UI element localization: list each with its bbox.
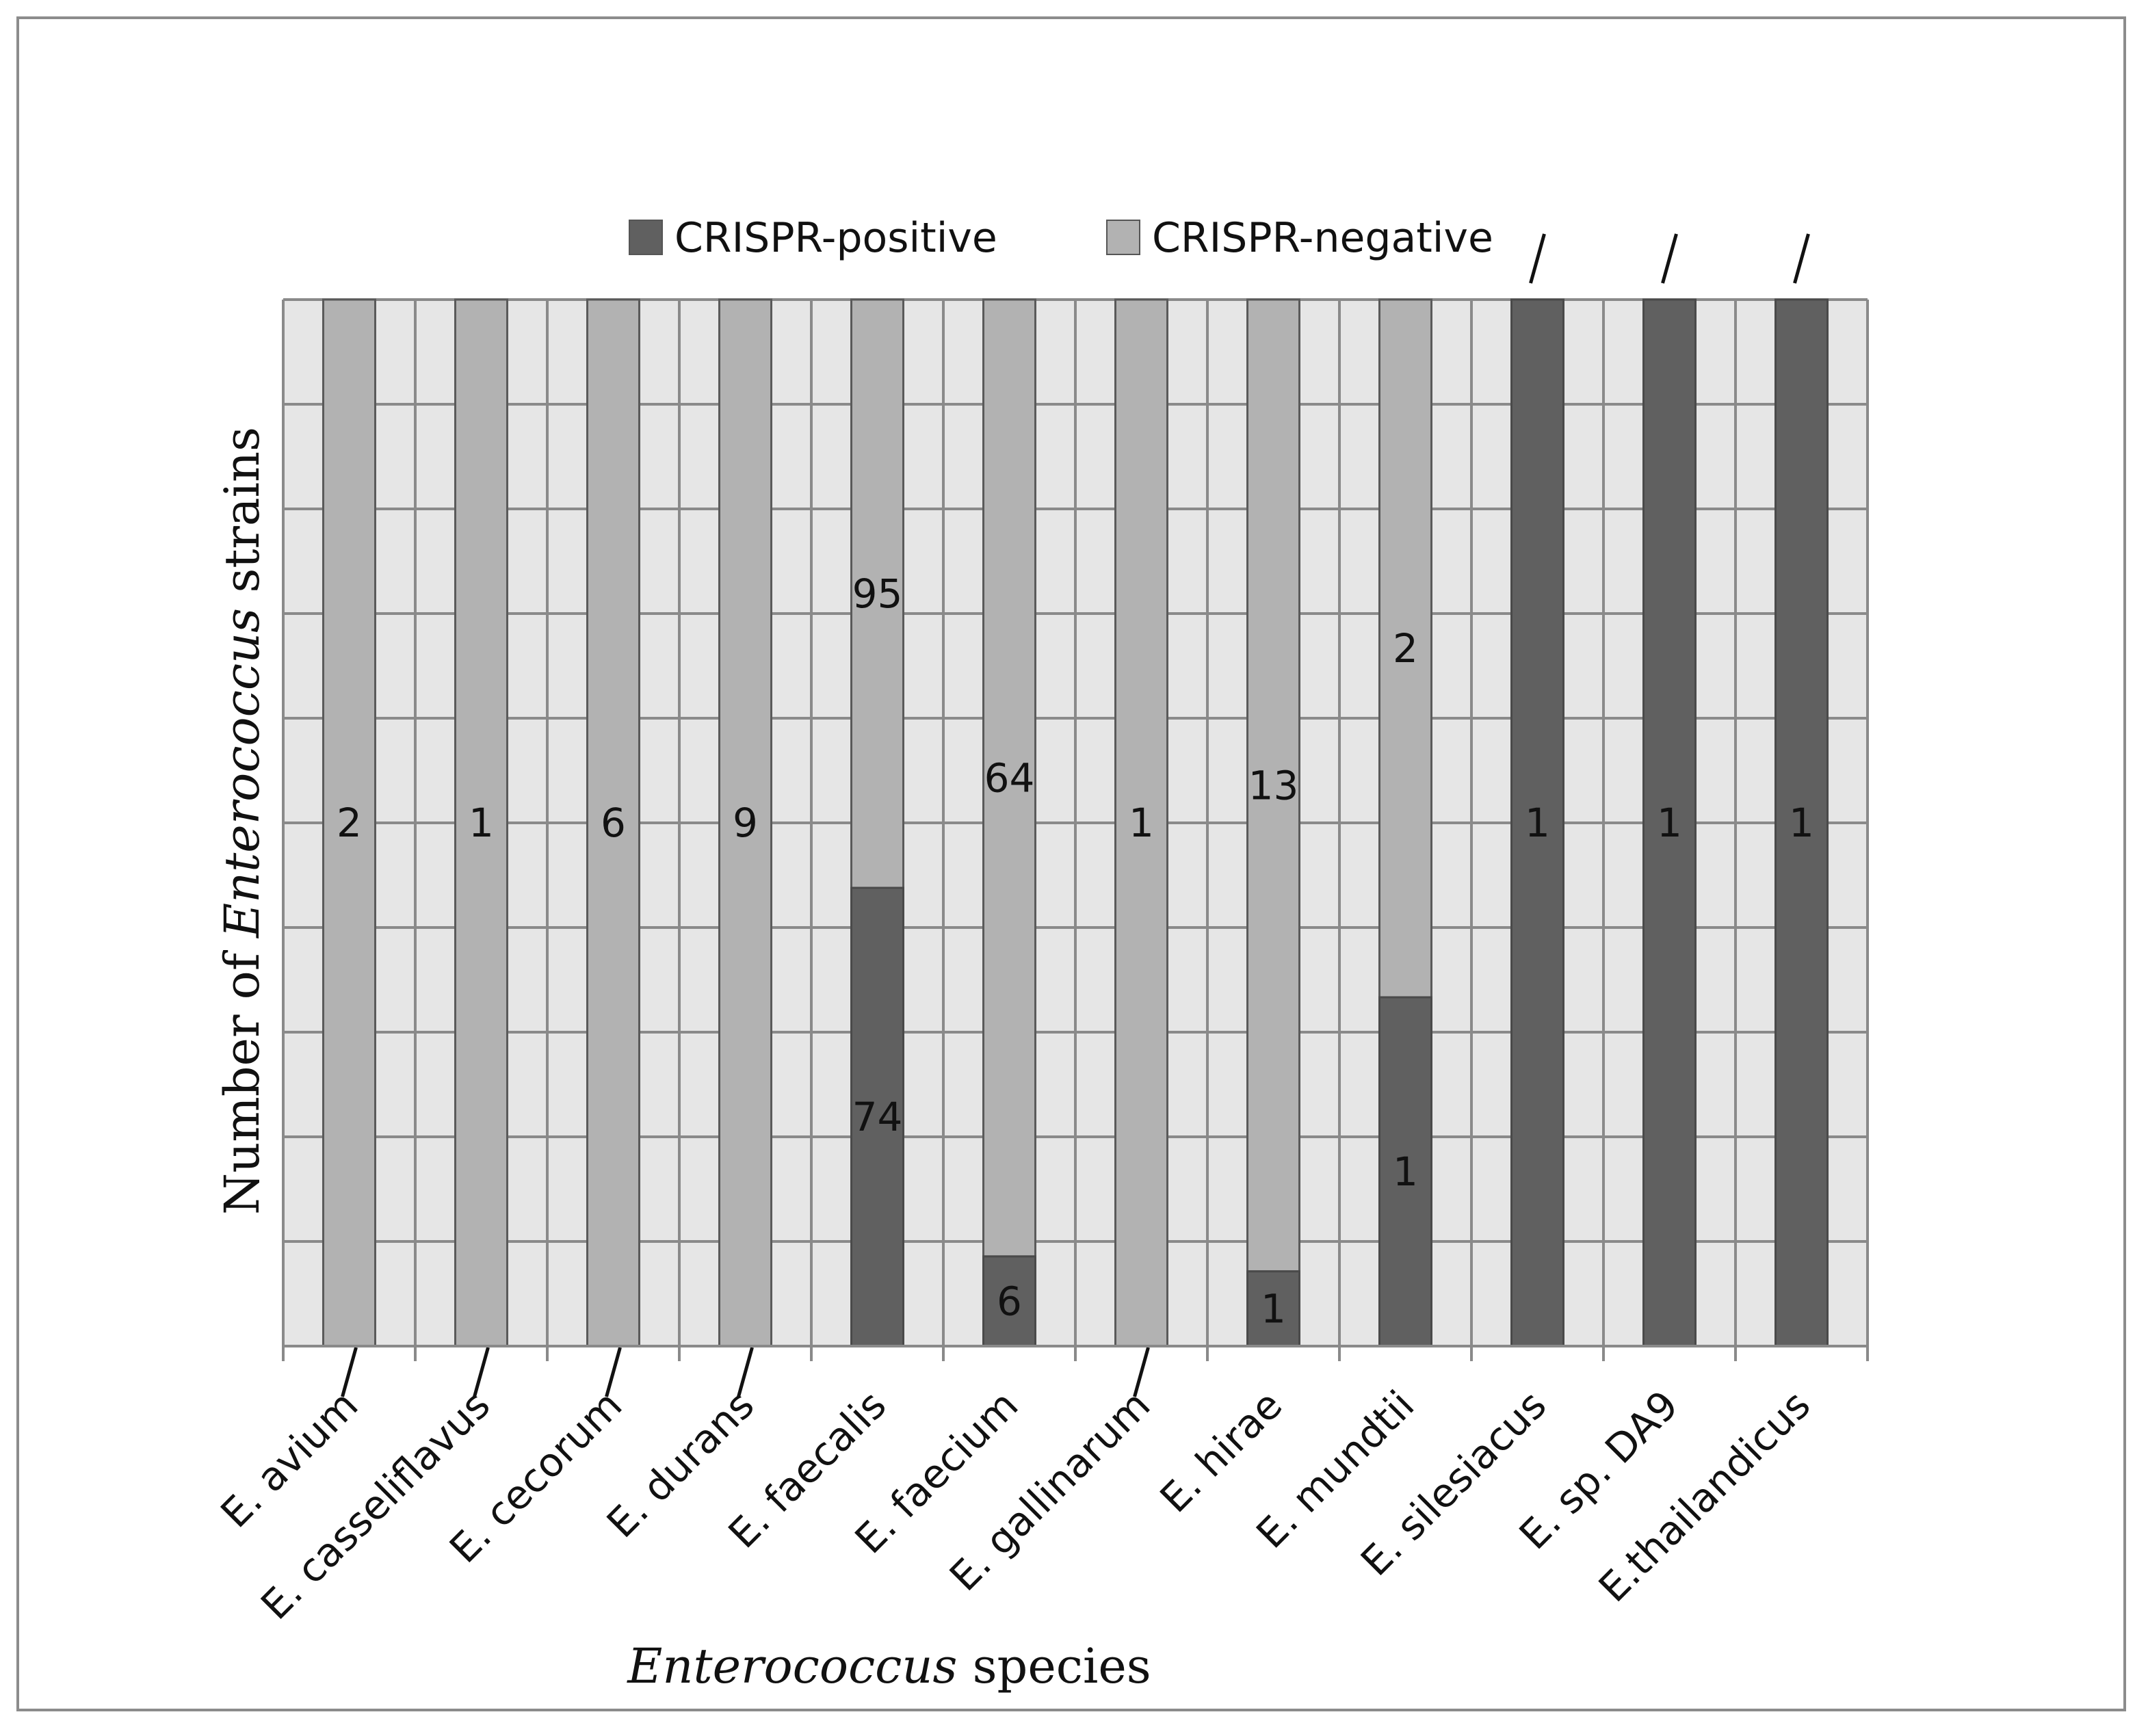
data-label-negative-e-cecorum: 6 (601, 800, 626, 846)
x-axis-title: Enterococcus species (626, 1638, 1151, 1694)
data-label-positive-e-mundtii: 1 (1393, 1148, 1418, 1195)
data-label-negative-e-thailandicus (1793, 233, 1810, 284)
bar-negative-e-durans (718, 298, 772, 1347)
bar-negative-e-avium (322, 298, 376, 1347)
data-label-positive-e-cecorum (605, 1347, 622, 1397)
bar-negative-e-faecium (982, 298, 1036, 1258)
bar-positive-e-hirae (1246, 1270, 1300, 1347)
data-label-negative-e-casseliflavus: 1 (469, 800, 494, 846)
data-label-positive-e-sp-da9: 1 (1657, 800, 1682, 846)
legend-swatch-crispr-negative (1106, 220, 1140, 255)
y-axis-title: Number of Enterococcus strains (214, 427, 270, 1215)
data-label-negative-e-mundtii: 2 (1393, 625, 1418, 672)
data-label-negative-e-faecalis: 95 (852, 570, 903, 617)
bar-positive-e-sp-da9 (1642, 298, 1697, 1347)
data-label-negative-e-silesiacus (1529, 233, 1546, 284)
data-label-positive-e-casseliflavus (473, 1347, 490, 1397)
data-label-negative-e-hirae: 13 (1248, 762, 1299, 808)
data-label-positive-e-durans (737, 1347, 754, 1397)
data-label-negative-e-avium: 2 (337, 800, 362, 846)
legend-label-crispr-negative: CRISPR-negative (1152, 214, 1493, 262)
data-label-positive-e-avium (341, 1347, 358, 1397)
data-labels: 2 1 6 9 95 74 64 6 1 13 1 2 1 1 1 1 (337, 233, 1814, 1397)
x-axis (282, 1345, 1869, 1361)
data-label-positive-e-hirae: 1 (1261, 1285, 1286, 1332)
legend-swatch-crispr-positive (629, 220, 663, 255)
bar-negative-e-casseliflavus (454, 298, 508, 1347)
legend-label-crispr-positive: CRISPR-positive (674, 214, 997, 262)
data-label-negative-e-gallinarum: 1 (1129, 800, 1154, 846)
bar-negative-e-cecorum (586, 298, 640, 1347)
data-label-positive-e-faecium: 6 (997, 1278, 1022, 1324)
bar-negative-e-mundtii (1378, 298, 1432, 999)
data-label-positive-e-silesiacus: 1 (1525, 800, 1550, 846)
bar-positive-e-faecium (982, 1255, 1036, 1347)
data-label-positive-e-gallinarum (1133, 1347, 1150, 1397)
bar-positive-e-faecalis (850, 886, 904, 1347)
bars (322, 298, 1829, 1347)
legend: CRISPR-positive CRISPR-negative (629, 214, 1493, 262)
x-tick-label-e-hirae: E. hirae (1151, 1382, 1292, 1522)
bar-negative-e-faecalis (850, 298, 904, 889)
data-label-positive-e-faecalis: 74 (852, 1094, 903, 1140)
data-label-positive-e-thailandicus: 1 (1789, 800, 1814, 846)
data-label-negative-e-sp-da9 (1661, 233, 1678, 284)
data-label-negative-e-faecium: 64 (984, 754, 1035, 801)
data-label-negative-e-durans: 9 (733, 800, 758, 846)
x-tick-label-e-casseliflavus: E. casseliflavus (252, 1382, 499, 1629)
